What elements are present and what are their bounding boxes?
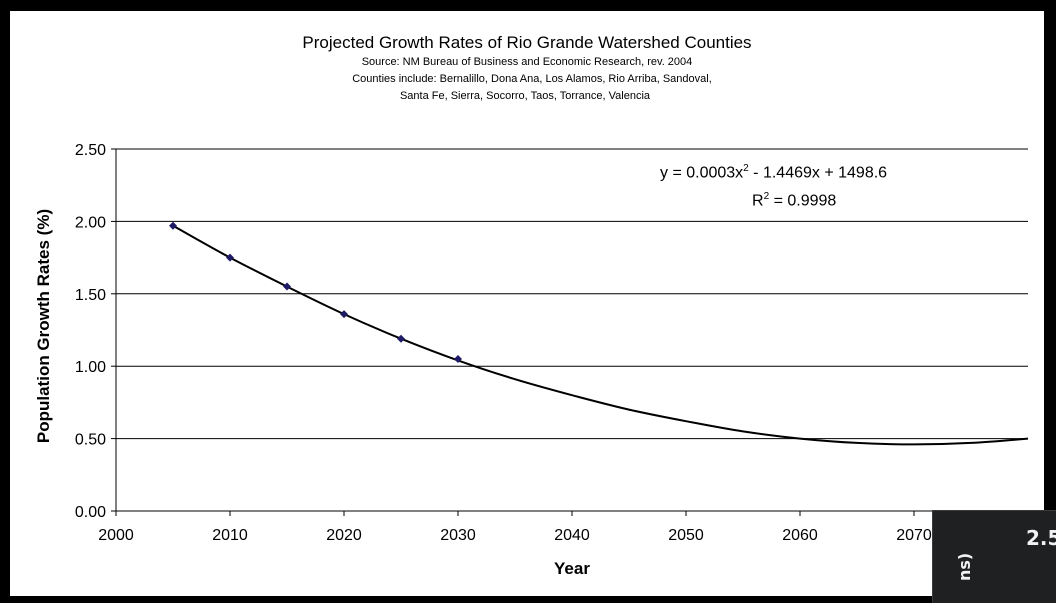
chart-counties-note-line-2: Santa Fe, Sierra, Socorro, Taos, Torranc… (399, 90, 651, 102)
y-tick-label: 1.50 (75, 287, 106, 304)
x-axis-label: Year (554, 559, 590, 578)
data-point (340, 310, 348, 319)
y-tick-label: 0.50 (75, 432, 106, 449)
x-tick-label: 2000 (98, 527, 134, 544)
y-tick-label: 2.00 (75, 214, 106, 231)
y-tick-label: 2.50 (75, 142, 106, 159)
y-axis-label: Population Growth Rates (%) (34, 209, 53, 443)
data-point (454, 354, 462, 363)
data-point (226, 253, 234, 262)
trendline-equation: y = 0.0003x2 - 1.4469x + 1498.6 (660, 163, 887, 182)
r-squared-prefix: R (752, 192, 764, 210)
x-tick-label: 2030 (440, 527, 476, 544)
chart-title: Projected Growth Rates of Rio Grande Wat… (302, 33, 752, 52)
data-point (169, 221, 177, 230)
x-tick-label: 2060 (782, 527, 818, 544)
trendline-equation-prefix: y = 0.0003x (660, 164, 744, 182)
chart-counties-note-line-1: Counties include: Bernalillo, Dona Ana, … (352, 73, 712, 85)
x-tick-label: 2040 (554, 527, 590, 544)
data-point (283, 282, 291, 291)
x-tick-label: 2010 (212, 527, 248, 544)
trendline-equation-exponent: 2 (743, 163, 749, 174)
x-tick-label: 2070 (896, 527, 932, 544)
y-tick-label: 1.00 (75, 359, 106, 376)
r-squared-suffix: = 0.9998 (769, 192, 837, 210)
chart-plot: 0.00 0.50 1.00 1.50 2.00 2.50 2000 2010 2020 2030… (34, 142, 1041, 578)
fragment-tick-label: 2.5 (1026, 526, 1056, 550)
overlapping-chart-fragment: 2.5 ns) (932, 510, 1056, 603)
x-tick-label: 2020 (326, 527, 362, 544)
fragment-axis-label: ns) (955, 552, 974, 581)
x-tick-label: 2050 (668, 527, 704, 544)
chart-panel: Projected Growth Rates of Rio Grande Wat… (10, 11, 1044, 596)
trendline-curve (172, 224, 1029, 446)
trendline-equation-suffix: - 1.4469x + 1498.6 (748, 164, 888, 182)
r-squared-value: R2 = 0.9998 (752, 191, 836, 210)
data-point (397, 334, 405, 343)
chart-source-note: Source: NM Bureau of Business and Econom… (361, 56, 693, 68)
y-tick-label: 0.00 (75, 504, 106, 521)
r-squared-exponent: 2 (763, 191, 770, 202)
